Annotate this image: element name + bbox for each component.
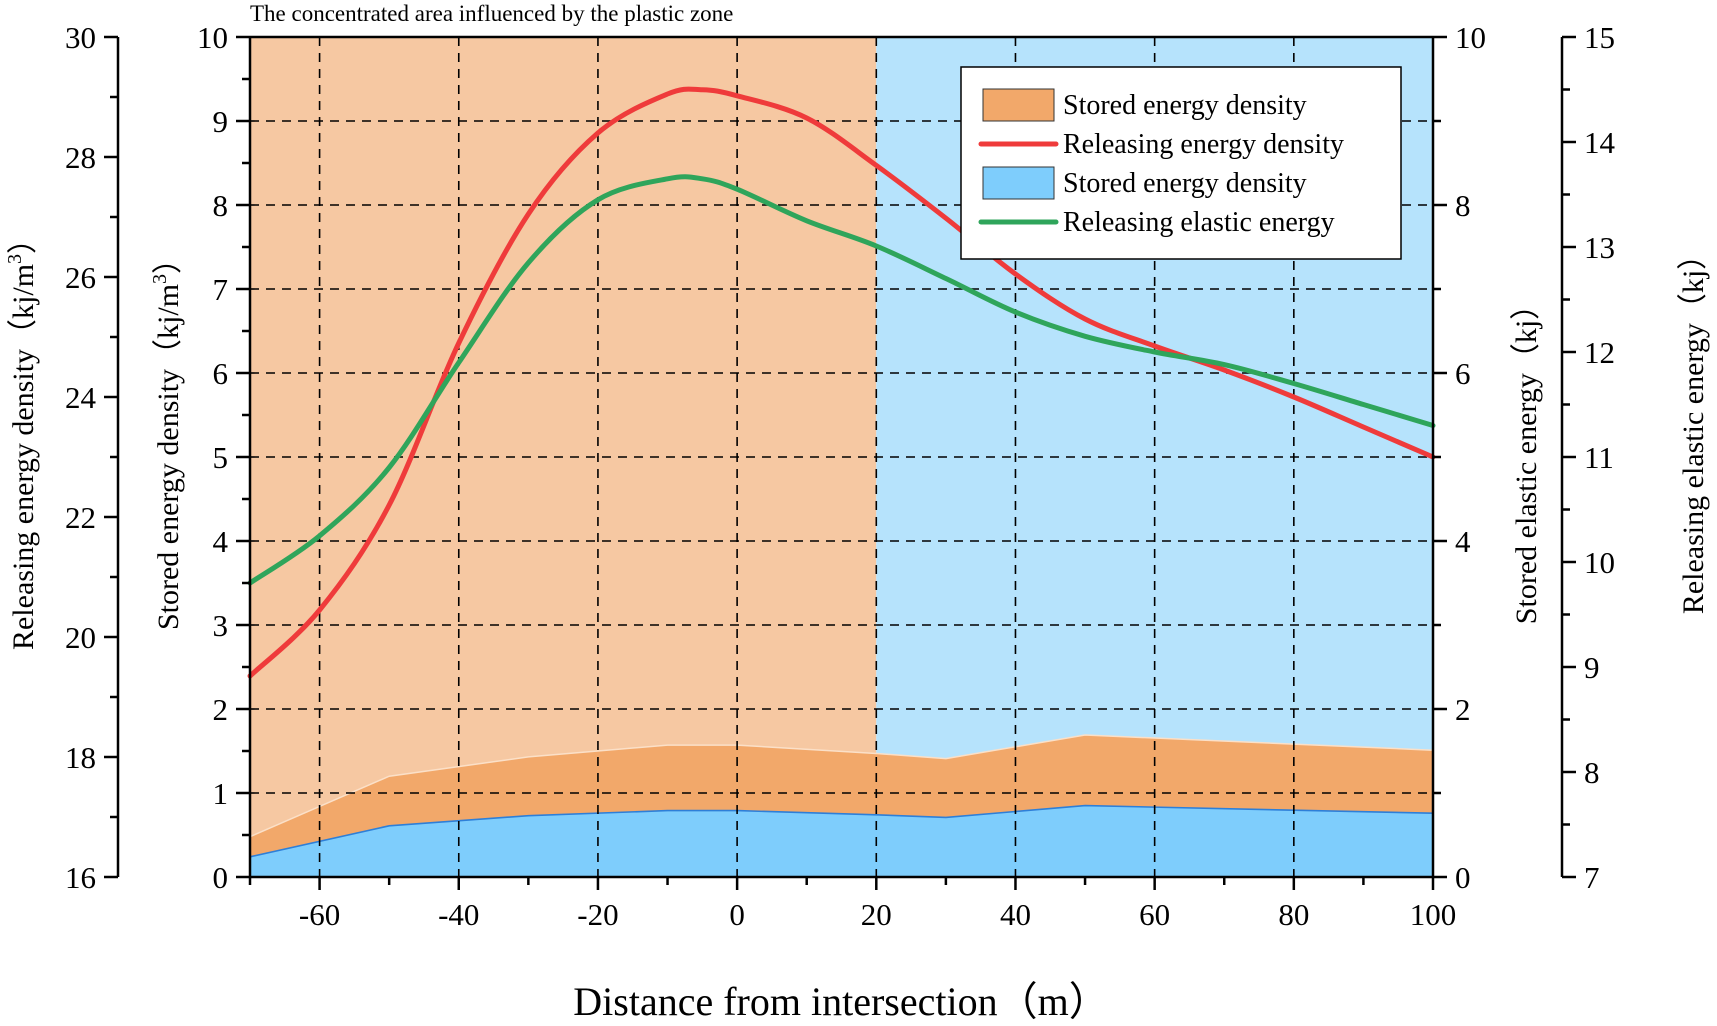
- left_inner-tick-label: 4: [213, 524, 229, 559]
- x-axis-tick-label: 0: [729, 897, 745, 932]
- left_outer-tick-label: 22: [65, 500, 96, 535]
- left_inner-axis-title: Stored energy density（kj/m3）: [149, 244, 185, 630]
- legend-label: Stored energy density: [1063, 168, 1307, 199]
- left_outer-axis-title-end: ）: [7, 224, 40, 254]
- plastic-zone-annotation: The concentrated area influenced by the …: [250, 1, 733, 26]
- right_inner-tick-label: 4: [1455, 524, 1471, 559]
- right_inner-axis-title-group: Stored elastic energy（kj）: [1510, 290, 1543, 624]
- right_inner-tick-label: 8: [1455, 188, 1471, 223]
- left_inner-tick-label: 8: [213, 188, 229, 223]
- left_inner-tick-label: 10: [197, 20, 228, 55]
- left_outer-tick-label: 26: [65, 260, 96, 295]
- right_inner-tick-label: 6: [1455, 356, 1471, 391]
- area-series: [249, 734, 1434, 877]
- right_outer-tick-label: 8: [1584, 755, 1600, 790]
- grid-lines: [250, 37, 1433, 877]
- legend-label: Stored energy density: [1063, 90, 1307, 121]
- left_outer-tick-label: 16: [65, 860, 96, 895]
- left_inner-tick-label: 7: [213, 272, 229, 307]
- legend-label: Releasing energy density: [1063, 129, 1344, 160]
- legend: Stored energy density Releasing energy de…: [960, 66, 1402, 260]
- right_outer-axis-title: Releasing elastic energy（kj）: [1677, 240, 1710, 614]
- stored-elastic-energy-area: [250, 805, 1433, 877]
- right_inner-tick-label: 10: [1455, 20, 1486, 55]
- right_outer-tick-label: 14: [1584, 125, 1616, 160]
- x-axis-tick-label: 40: [1000, 897, 1031, 932]
- left_outer-tick-label: 28: [65, 140, 96, 175]
- left_outer-tick-label: 20: [65, 620, 96, 655]
- left_inner-tick-label: 1: [213, 776, 229, 811]
- axes: 1618202224262830012345678910024681078910…: [4, 20, 1710, 932]
- right_inner-tick-label: 0: [1455, 860, 1471, 895]
- left_inner-axis-title-end: ）: [152, 244, 185, 274]
- right_outer-tick-label: 11: [1584, 440, 1614, 475]
- line-series: [247, 86, 1436, 679]
- right_outer-tick-label: 9: [1584, 650, 1600, 685]
- legend-swatch-patch: [982, 166, 1055, 200]
- left_outer-tick-label: 18: [65, 740, 96, 775]
- left_outer-axis-title-main: Releasing energy density（kj/m: [7, 264, 40, 650]
- legend-label: Releasing elastic energy: [1063, 207, 1335, 238]
- x-axis-tick-label: -20: [577, 897, 618, 932]
- left_inner-tick-label: 5: [213, 440, 229, 475]
- left_inner-axis-title-main: Stored energy density（kj/m: [152, 284, 185, 630]
- left_inner-tick-label: 6: [213, 356, 229, 391]
- x-axis-tick-label: -60: [299, 897, 340, 932]
- left_outer-axis-title-sup: 3: [4, 254, 26, 264]
- right_outer-tick-label: 10: [1584, 545, 1615, 580]
- left_inner-tick-label: 3: [213, 608, 229, 643]
- x-axis-tick-label: 20: [861, 897, 892, 932]
- left_outer-tick-label: 24: [65, 380, 97, 415]
- left_inner-axis-title-group: Stored energy density（kj/m3）: [149, 244, 185, 630]
- x-axis-tick-label: -40: [438, 897, 479, 932]
- left_inner-axis-title-sup: 3: [149, 274, 171, 284]
- x-axis-tick-label: 80: [1278, 897, 1309, 932]
- left_inner-tick-label: 9: [213, 104, 229, 139]
- right_outer-tick-label: 7: [1584, 860, 1600, 895]
- right_inner-axis-title: Stored elastic energy（kj）: [1510, 290, 1543, 624]
- x-axis-tick-label: 100: [1410, 897, 1457, 932]
- right_outer-tick-label: 15: [1584, 20, 1615, 55]
- right_outer-axis-title-group: Releasing elastic energy（kj）: [1677, 240, 1710, 614]
- left_inner-tick-label: 0: [213, 860, 229, 895]
- left_outer-tick-label: 30: [65, 20, 96, 55]
- legend-swatch-patch: [982, 88, 1055, 122]
- left_outer-axis-title: Releasing energy density（kj/m3）: [4, 224, 40, 650]
- right_outer-tick-label: 12: [1584, 335, 1615, 370]
- x-axis-title: Distance from intersection（m）: [573, 979, 1108, 1021]
- left_inner-tick-label: 2: [213, 692, 229, 727]
- left_outer-axis-title-group: Releasing energy density（kj/m3）: [4, 224, 40, 650]
- right_outer-tick-label: 13: [1584, 230, 1615, 265]
- right_inner-tick-label: 2: [1455, 692, 1471, 727]
- x-axis-tick-label: 60: [1139, 897, 1170, 932]
- releasing-elastic-energy-line: [247, 174, 1436, 586]
